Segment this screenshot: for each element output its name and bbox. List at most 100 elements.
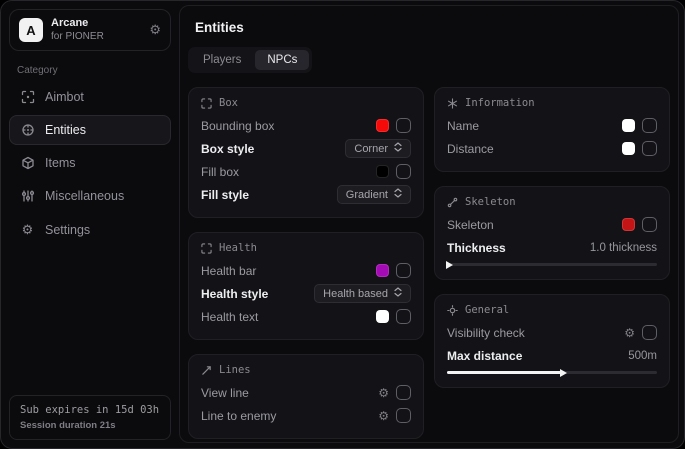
tab-players[interactable]: Players	[203, 54, 242, 66]
skeleton-checkbox[interactable]	[642, 217, 657, 232]
brand-logo: A	[19, 18, 43, 43]
line-to-enemy-checkbox[interactable]	[396, 408, 411, 423]
tab-npcs[interactable]: NPCs	[255, 50, 310, 70]
setting-row: Fill style Gradient	[201, 183, 411, 206]
gear-icon[interactable]: ⚙	[378, 385, 389, 400]
setting-label: Fill box	[201, 164, 240, 179]
sidebar-nav: Aimbot Entities Items	[9, 82, 171, 246]
sidebar-item-settings[interactable]: ⚙ Settings	[9, 214, 171, 246]
sidebar-item-label: Entities	[45, 123, 86, 138]
health-style-dropdown[interactable]: Health based	[314, 284, 411, 303]
color-swatch[interactable]	[622, 142, 635, 155]
diagonal-line-icon	[201, 365, 212, 376]
setting-label: Fill style	[201, 187, 250, 202]
scan-box-icon	[201, 242, 212, 254]
setting-label: Health style	[201, 286, 269, 301]
setting-row: Bounding box	[201, 114, 411, 137]
entities-scan-icon	[20, 123, 35, 137]
setting-row: Visibility check ⚙	[447, 321, 657, 344]
brand-card: A Arcane for PIONER ⚙	[9, 9, 171, 52]
visibility-check-checkbox[interactable]	[642, 325, 657, 340]
health-text-checkbox[interactable]	[396, 309, 411, 324]
sidebar-item-miscellaneous[interactable]: Miscellaneous	[9, 181, 171, 211]
setting-row: Health style Health based	[201, 282, 411, 305]
slider-handle[interactable]	[559, 368, 567, 377]
sun-target-icon	[447, 304, 458, 316]
slider-handle[interactable]	[446, 260, 454, 269]
color-swatch[interactable]	[376, 310, 389, 323]
card-title: Skeleton	[465, 196, 516, 208]
dropdown-value: Health based	[323, 287, 388, 300]
setting-label: Health bar	[201, 263, 257, 278]
setting-label: View line	[201, 385, 249, 400]
box-style-dropdown[interactable]: Corner	[345, 139, 411, 158]
color-swatch[interactable]	[622, 119, 635, 132]
gear-icon[interactable]: ⚙	[378, 408, 389, 423]
chevrons-up-down-icon	[394, 142, 402, 155]
thickness-value: 1.0 thickness	[589, 241, 657, 254]
sliders-icon	[20, 189, 35, 203]
gear-icon[interactable]: ⚙	[624, 325, 635, 340]
card-title: General	[465, 304, 510, 316]
main-panel: Entities Players NPCs Box	[179, 5, 679, 443]
box-card: Box Bounding box Box style Corner	[188, 87, 424, 218]
setting-row: Box style Corner	[201, 137, 411, 160]
sidebar: A Arcane for PIONER ⚙ Category Aimbot	[1, 1, 179, 448]
max-distance-slider[interactable]	[447, 368, 657, 377]
setting-label: Line to enemy	[201, 408, 277, 423]
setting-row: Fill box	[201, 160, 411, 183]
setting-label: Box style	[201, 141, 255, 156]
card-title: Lines	[219, 364, 251, 376]
lines-card: Lines View line ⚙ Line to enemy ⚙	[188, 354, 424, 439]
chevrons-up-down-icon	[394, 287, 402, 300]
sidebar-item-label: Aimbot	[45, 90, 84, 105]
distance-checkbox[interactable]	[642, 141, 657, 156]
package-icon	[20, 156, 35, 170]
color-swatch[interactable]	[376, 264, 389, 277]
brand-name: Arcane	[51, 17, 89, 29]
fill-style-dropdown[interactable]: Gradient	[336, 185, 411, 204]
bounding-box-checkbox[interactable]	[396, 118, 411, 133]
setting-label: Bounding box	[201, 118, 275, 133]
entity-type-tabs: Players NPCs	[188, 47, 313, 73]
skeleton-card: Skeleton Skeleton Thickness 1.0 thicknes…	[434, 186, 670, 280]
dropdown-value: Corner	[354, 142, 388, 155]
setting-row: Max distance 500m	[447, 344, 657, 367]
sidebar-item-label: Miscellaneous	[45, 189, 125, 204]
sidebar-item-entities[interactable]: Entities	[9, 115, 171, 146]
setting-label: Skeleton	[447, 217, 494, 232]
color-swatch[interactable]	[622, 218, 635, 231]
thickness-slider[interactable]	[446, 260, 657, 269]
gear-icon[interactable]: ⚙	[149, 22, 161, 38]
sidebar-item-aimbot[interactable]: Aimbot	[9, 82, 171, 112]
sub-expiry-text: Sub expires in 15d 03h	[20, 404, 160, 416]
setting-label: Visibility check	[447, 325, 525, 340]
setting-label: Thickness	[447, 240, 506, 255]
setting-row: Health text	[201, 305, 411, 328]
color-swatch[interactable]	[376, 165, 389, 178]
card-title: Health	[219, 242, 257, 254]
health-bar-checkbox[interactable]	[396, 263, 411, 278]
general-card: General Visibility check ⚙ Max distance …	[434, 294, 670, 388]
name-checkbox[interactable]	[642, 118, 657, 133]
scan-box-icon	[201, 97, 212, 109]
card-title: Information	[465, 97, 535, 109]
color-swatch[interactable]	[376, 119, 389, 132]
health-card: Health Health bar Health style Health ba…	[188, 232, 424, 340]
setting-row: View line ⚙	[201, 381, 411, 404]
information-card: Information Name Distance	[434, 87, 670, 172]
dropdown-value: Gradient	[345, 188, 388, 201]
setting-label: Name	[447, 118, 480, 133]
sidebar-item-items[interactable]: Items	[9, 148, 171, 178]
category-label: Category	[17, 65, 58, 77]
max-distance-value: 500m	[628, 349, 657, 362]
setting-label: Max distance	[447, 348, 523, 363]
card-title: Box	[219, 97, 238, 109]
setting-row: Line to enemy ⚙	[201, 404, 411, 427]
page-title: Entities	[195, 20, 244, 35]
aimbot-crosshair-icon	[20, 90, 35, 104]
fill-box-checkbox[interactable]	[396, 164, 411, 179]
view-line-checkbox[interactable]	[396, 385, 411, 400]
bone-icon	[447, 197, 458, 208]
